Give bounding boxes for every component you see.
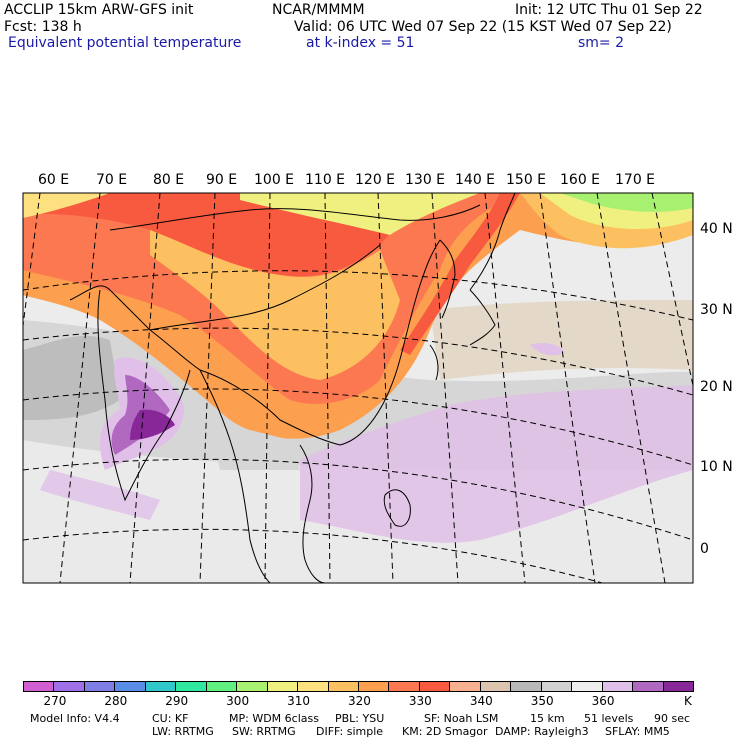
- colorbar-swatch: [479, 681, 512, 692]
- lat-label: 40 N: [700, 221, 733, 237]
- colorbar-swatch: [540, 681, 573, 692]
- colorbar-tick-label: 360: [591, 694, 615, 708]
- colorbar-swatch: [114, 681, 146, 692]
- source-label: NCAR/MMMM: [272, 2, 365, 18]
- model-info-sf: SF: Noah LSM: [424, 712, 499, 725]
- colorbar-tick-label: 340: [469, 694, 493, 708]
- colorbar-tick-label: 320: [348, 694, 371, 708]
- model-info-version: Model Info: V4.4: [30, 712, 120, 725]
- lon-label: 70 E: [96, 172, 128, 188]
- lon-label: 90 E: [206, 172, 238, 188]
- colorbar-swatch: [571, 681, 603, 692]
- colorbar-swatch: [358, 681, 390, 692]
- lon-label: 150 E: [506, 172, 547, 188]
- model-info-levels: 51 levels: [584, 712, 634, 725]
- colorbar-swatch: [418, 681, 451, 692]
- colorbar-swatch: [266, 681, 299, 692]
- colorbar-swatch: [297, 681, 329, 692]
- lat-label: 0: [700, 541, 709, 557]
- model-info-sw: SW: RRTMG: [232, 725, 296, 738]
- field-shading: [23, 193, 693, 583]
- lon-label: 60 E: [38, 172, 70, 188]
- colorbar-swatch: [175, 681, 207, 692]
- model-info-cu: CU: KF: [152, 712, 189, 725]
- model-info-res: 15 km: [530, 712, 565, 725]
- valid-time: Valid: 06 UTC Wed 07 Sep 22 (15 KST Wed …: [294, 19, 672, 35]
- colorbar-swatch: [327, 681, 359, 692]
- model-info-lw: LW: RRTMG: [152, 725, 214, 738]
- lat-label: 10 N: [700, 459, 733, 475]
- model-info-sflay: SFLAY: MM5: [605, 725, 670, 738]
- lon-label: 110 E: [305, 172, 346, 188]
- colorbar-tick-label: 290: [165, 694, 189, 708]
- colorbar-unit: K: [684, 694, 692, 708]
- colorbar-swatch: [53, 681, 85, 692]
- colorbar-tick-label: 330: [408, 694, 432, 708]
- model-info-mp: MP: WDM 6class: [229, 712, 319, 725]
- lon-label: 130 E: [405, 172, 446, 188]
- init-time: Init: 12 UTC Thu 01 Sep 22: [515, 2, 703, 18]
- field-name: Equivalent potential temperature: [8, 35, 242, 51]
- colorbar-swatch: [144, 681, 177, 692]
- colorbar-tick-label: 300: [226, 694, 250, 708]
- lon-label: 80 E: [153, 172, 185, 188]
- colorbar-swatch: [388, 681, 420, 692]
- map-frame: [22, 192, 694, 584]
- colorbar-swatch: [632, 681, 664, 692]
- lon-label: 160 E: [560, 172, 601, 188]
- model-info-timestep: 90 sec: [654, 712, 691, 725]
- smoothing: sm= 2: [578, 35, 625, 51]
- colorbar-swatch: [601, 681, 634, 692]
- model-info-km: KM: 2D Smagor: [402, 725, 488, 738]
- colorbar-tick-label: 350: [530, 694, 554, 708]
- colorbar-tick-label: 280: [104, 694, 128, 708]
- coastlines: [69, 193, 516, 583]
- colorbar-swatch: [236, 681, 268, 692]
- colorbar-swatch: [205, 681, 238, 692]
- lon-label: 170 E: [615, 172, 656, 188]
- lat-label: 30 N: [700, 302, 733, 318]
- colorbar-tick-label: 310: [287, 694, 310, 708]
- lon-label: 100 E: [254, 172, 295, 188]
- lon-label: 120 E: [355, 172, 396, 188]
- graticule: [23, 193, 693, 583]
- model-info-damp: DAMP: Rayleigh3: [495, 725, 589, 738]
- model-info-diff: DIFF: simple: [316, 725, 384, 738]
- colorbar-swatch: [83, 681, 116, 692]
- model-info-pbl: PBL: YSU: [335, 712, 385, 725]
- colorbar-swatch: [449, 681, 481, 692]
- colorbar-swatch: [662, 681, 694, 692]
- colorbar-tick-label: 270: [43, 694, 67, 708]
- lon-label: 140 E: [455, 172, 496, 188]
- colorbar-swatch: [23, 681, 55, 692]
- colorbar-swatch: [510, 681, 542, 692]
- forecast-hour: Fcst: 138 h: [4, 19, 82, 35]
- model-title: ACCLIP 15km ARW-GFS init: [4, 2, 194, 18]
- lat-label: 20 N: [700, 379, 733, 395]
- level-index: at k-index = 51: [306, 35, 415, 51]
